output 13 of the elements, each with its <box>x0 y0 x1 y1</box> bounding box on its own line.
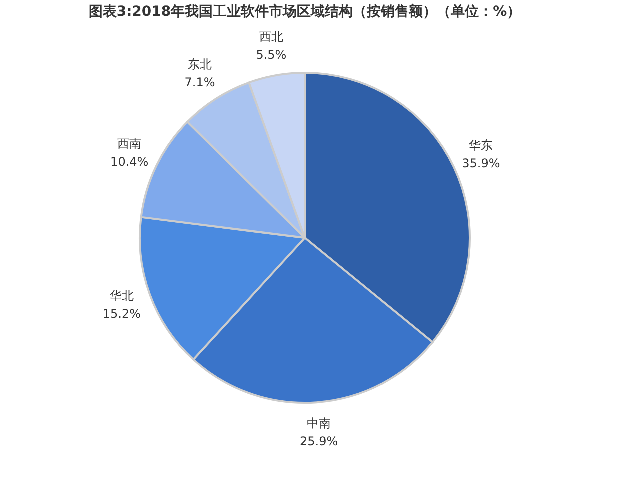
slice-label: 华东 <box>469 138 494 152</box>
slice-label: 西北 <box>259 30 284 44</box>
slice-label: 中南 <box>307 416 332 430</box>
slice-label: 华北 <box>110 289 134 304</box>
data-label: 25.9% <box>300 434 338 448</box>
data-label: 35.9% <box>462 156 500 170</box>
data-label: 5.5% <box>256 48 287 62</box>
slice-label: 西南 <box>118 136 142 151</box>
chart-title: 图表3:2018年我国工业软件市场区域结构（按销售额）（单位：%） <box>88 3 522 20</box>
data-label: 15.2% <box>102 307 142 322</box>
data-label: 10.4% <box>110 154 149 169</box>
data-label: 7.1% <box>184 76 216 90</box>
slice-label: 东北 <box>188 58 212 72</box>
